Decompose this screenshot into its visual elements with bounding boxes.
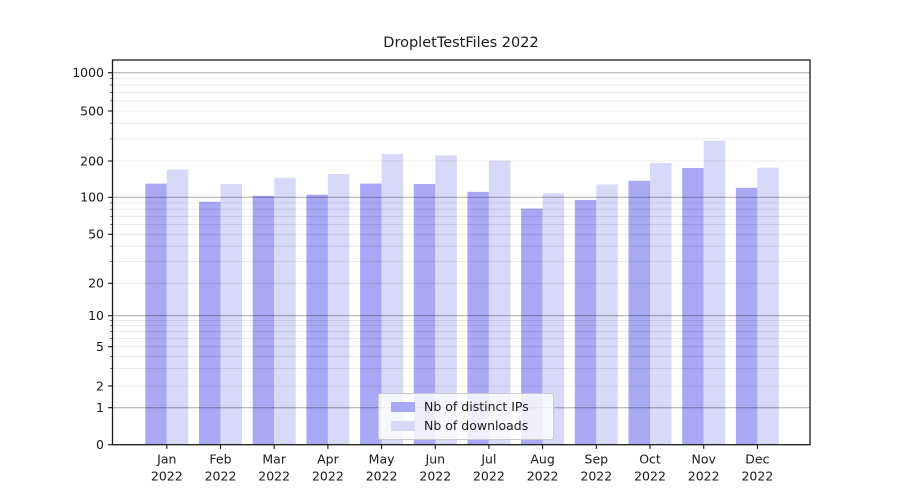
bar-downloads-mar xyxy=(274,177,296,445)
x-tick-label: Feb xyxy=(209,452,231,467)
bar-downloads-nov xyxy=(703,140,726,445)
x-tick-sublabel: 2022 xyxy=(741,469,773,484)
bar-ips-sep xyxy=(574,200,597,445)
x-tick-sublabel: 2022 xyxy=(688,469,720,484)
legend-label-distinct-ips: Nb of distinct IPs xyxy=(424,399,529,414)
x-tick-sublabel: 2022 xyxy=(312,469,344,484)
legend-label-downloads: Nb of downloads xyxy=(424,418,529,433)
x-tick-label: Nov xyxy=(691,452,716,467)
bar-ips-dec xyxy=(735,187,758,445)
y-tick-label: 2 xyxy=(96,378,104,393)
x-tick-label: Jul xyxy=(480,452,496,467)
bar-ips-feb xyxy=(199,201,221,445)
x-tick-label: Jan xyxy=(156,452,176,467)
y-tick-label: 200 xyxy=(80,153,104,168)
axes-spines xyxy=(111,59,811,446)
y-tick-label: 10 xyxy=(88,308,104,323)
x-tick-sublabel: 2022 xyxy=(151,469,183,484)
x-tick-sublabel: 2022 xyxy=(419,469,451,484)
bar-downloads-aug xyxy=(542,193,565,445)
bar-downloads-may xyxy=(381,154,404,445)
y-tick-label: 20 xyxy=(88,276,104,291)
bar-downloads-apr xyxy=(327,174,350,445)
bar-ips-jan xyxy=(145,183,167,445)
y-tick-label: 5 xyxy=(96,339,104,354)
bar-ips-jul xyxy=(467,191,489,445)
y-tick-label: 500 xyxy=(80,103,104,118)
bar-ips-nov xyxy=(682,168,704,445)
legend: Nb of distinct IPs Nb of downloads xyxy=(378,393,554,440)
x-tick-sublabel: 2022 xyxy=(473,469,505,484)
bar-ips-may xyxy=(360,183,382,445)
x-tick-label: Sep xyxy=(585,452,609,467)
x-tick-label: Mar xyxy=(262,452,286,467)
x-tick-label: Aug xyxy=(530,452,554,467)
y-tick-label: 50 xyxy=(88,227,104,242)
x-tick-sublabel: 2022 xyxy=(580,469,612,484)
bar-downloads-feb xyxy=(220,184,242,445)
x-tick-sublabel: 2022 xyxy=(205,469,237,484)
y-tick-label: 100 xyxy=(80,190,104,205)
y-tick-label: 1000 xyxy=(72,65,104,80)
bar-ips-oct xyxy=(628,180,650,445)
bar-ips-aug xyxy=(521,208,543,445)
y-tick-label: 0 xyxy=(96,437,104,452)
bar-ips-mar xyxy=(252,195,275,445)
x-tick-sublabel: 2022 xyxy=(527,469,559,484)
bar-downloads-jan xyxy=(166,169,189,445)
x-tick-label: Oct xyxy=(639,452,661,467)
x-tick-label: Dec xyxy=(745,452,769,467)
x-tick-label: May xyxy=(369,452,395,467)
bar-downloads-jun xyxy=(435,155,457,445)
y-tick-label: 1 xyxy=(96,400,104,415)
bar-downloads-jul xyxy=(488,160,511,445)
legend-swatch-downloads xyxy=(391,420,415,431)
x-tick-label: Jun xyxy=(425,452,446,467)
legend-entry-downloads: Nb of downloads xyxy=(391,418,543,433)
bar-ips-apr xyxy=(306,194,328,445)
x-tick-sublabel: 2022 xyxy=(366,469,398,484)
bar-downloads-oct xyxy=(650,163,672,445)
x-tick-sublabel: 2022 xyxy=(634,469,666,484)
legend-swatch-distinct-ips xyxy=(391,401,415,412)
x-tick-sublabel: 2022 xyxy=(258,469,290,484)
x-tick-label: Apr xyxy=(317,452,339,467)
bar-downloads-dec xyxy=(757,167,779,445)
bar-downloads-sep xyxy=(596,184,618,445)
bar-ips-jun xyxy=(413,184,436,445)
chart-title: DropletTestFiles 2022 xyxy=(383,35,539,51)
legend-entry-distinct-ips: Nb of distinct IPs xyxy=(391,399,543,414)
